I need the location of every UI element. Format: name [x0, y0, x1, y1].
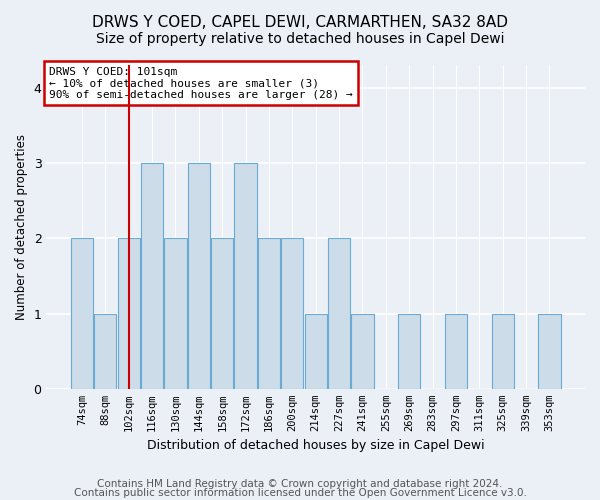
Bar: [94, 314, 116, 389]
X-axis label: Distribution of detached houses by size in Capel Dewi: Distribution of detached houses by size …: [147, 440, 485, 452]
Bar: [352, 314, 374, 389]
Y-axis label: Number of detached properties: Number of detached properties: [15, 134, 28, 320]
Bar: [445, 314, 467, 389]
Text: Contains HM Land Registry data © Crown copyright and database right 2024.: Contains HM Land Registry data © Crown c…: [97, 479, 503, 489]
Bar: [164, 238, 187, 389]
Bar: [491, 314, 514, 389]
Bar: [235, 163, 257, 389]
Bar: [281, 238, 304, 389]
Bar: [118, 238, 140, 389]
Text: Size of property relative to detached houses in Capel Dewi: Size of property relative to detached ho…: [96, 32, 504, 46]
Bar: [71, 238, 93, 389]
Bar: [328, 238, 350, 389]
Text: DRWS Y COED, CAPEL DEWI, CARMARTHEN, SA32 8AD: DRWS Y COED, CAPEL DEWI, CARMARTHEN, SA3…: [92, 15, 508, 30]
Bar: [211, 238, 233, 389]
Bar: [398, 314, 420, 389]
Bar: [258, 238, 280, 389]
Text: DRWS Y COED: 101sqm
← 10% of detached houses are smaller (3)
90% of semi-detache: DRWS Y COED: 101sqm ← 10% of detached ho…: [49, 66, 353, 100]
Bar: [188, 163, 210, 389]
Bar: [538, 314, 560, 389]
Bar: [305, 314, 327, 389]
Text: Contains public sector information licensed under the Open Government Licence v3: Contains public sector information licen…: [74, 488, 526, 498]
Bar: [141, 163, 163, 389]
